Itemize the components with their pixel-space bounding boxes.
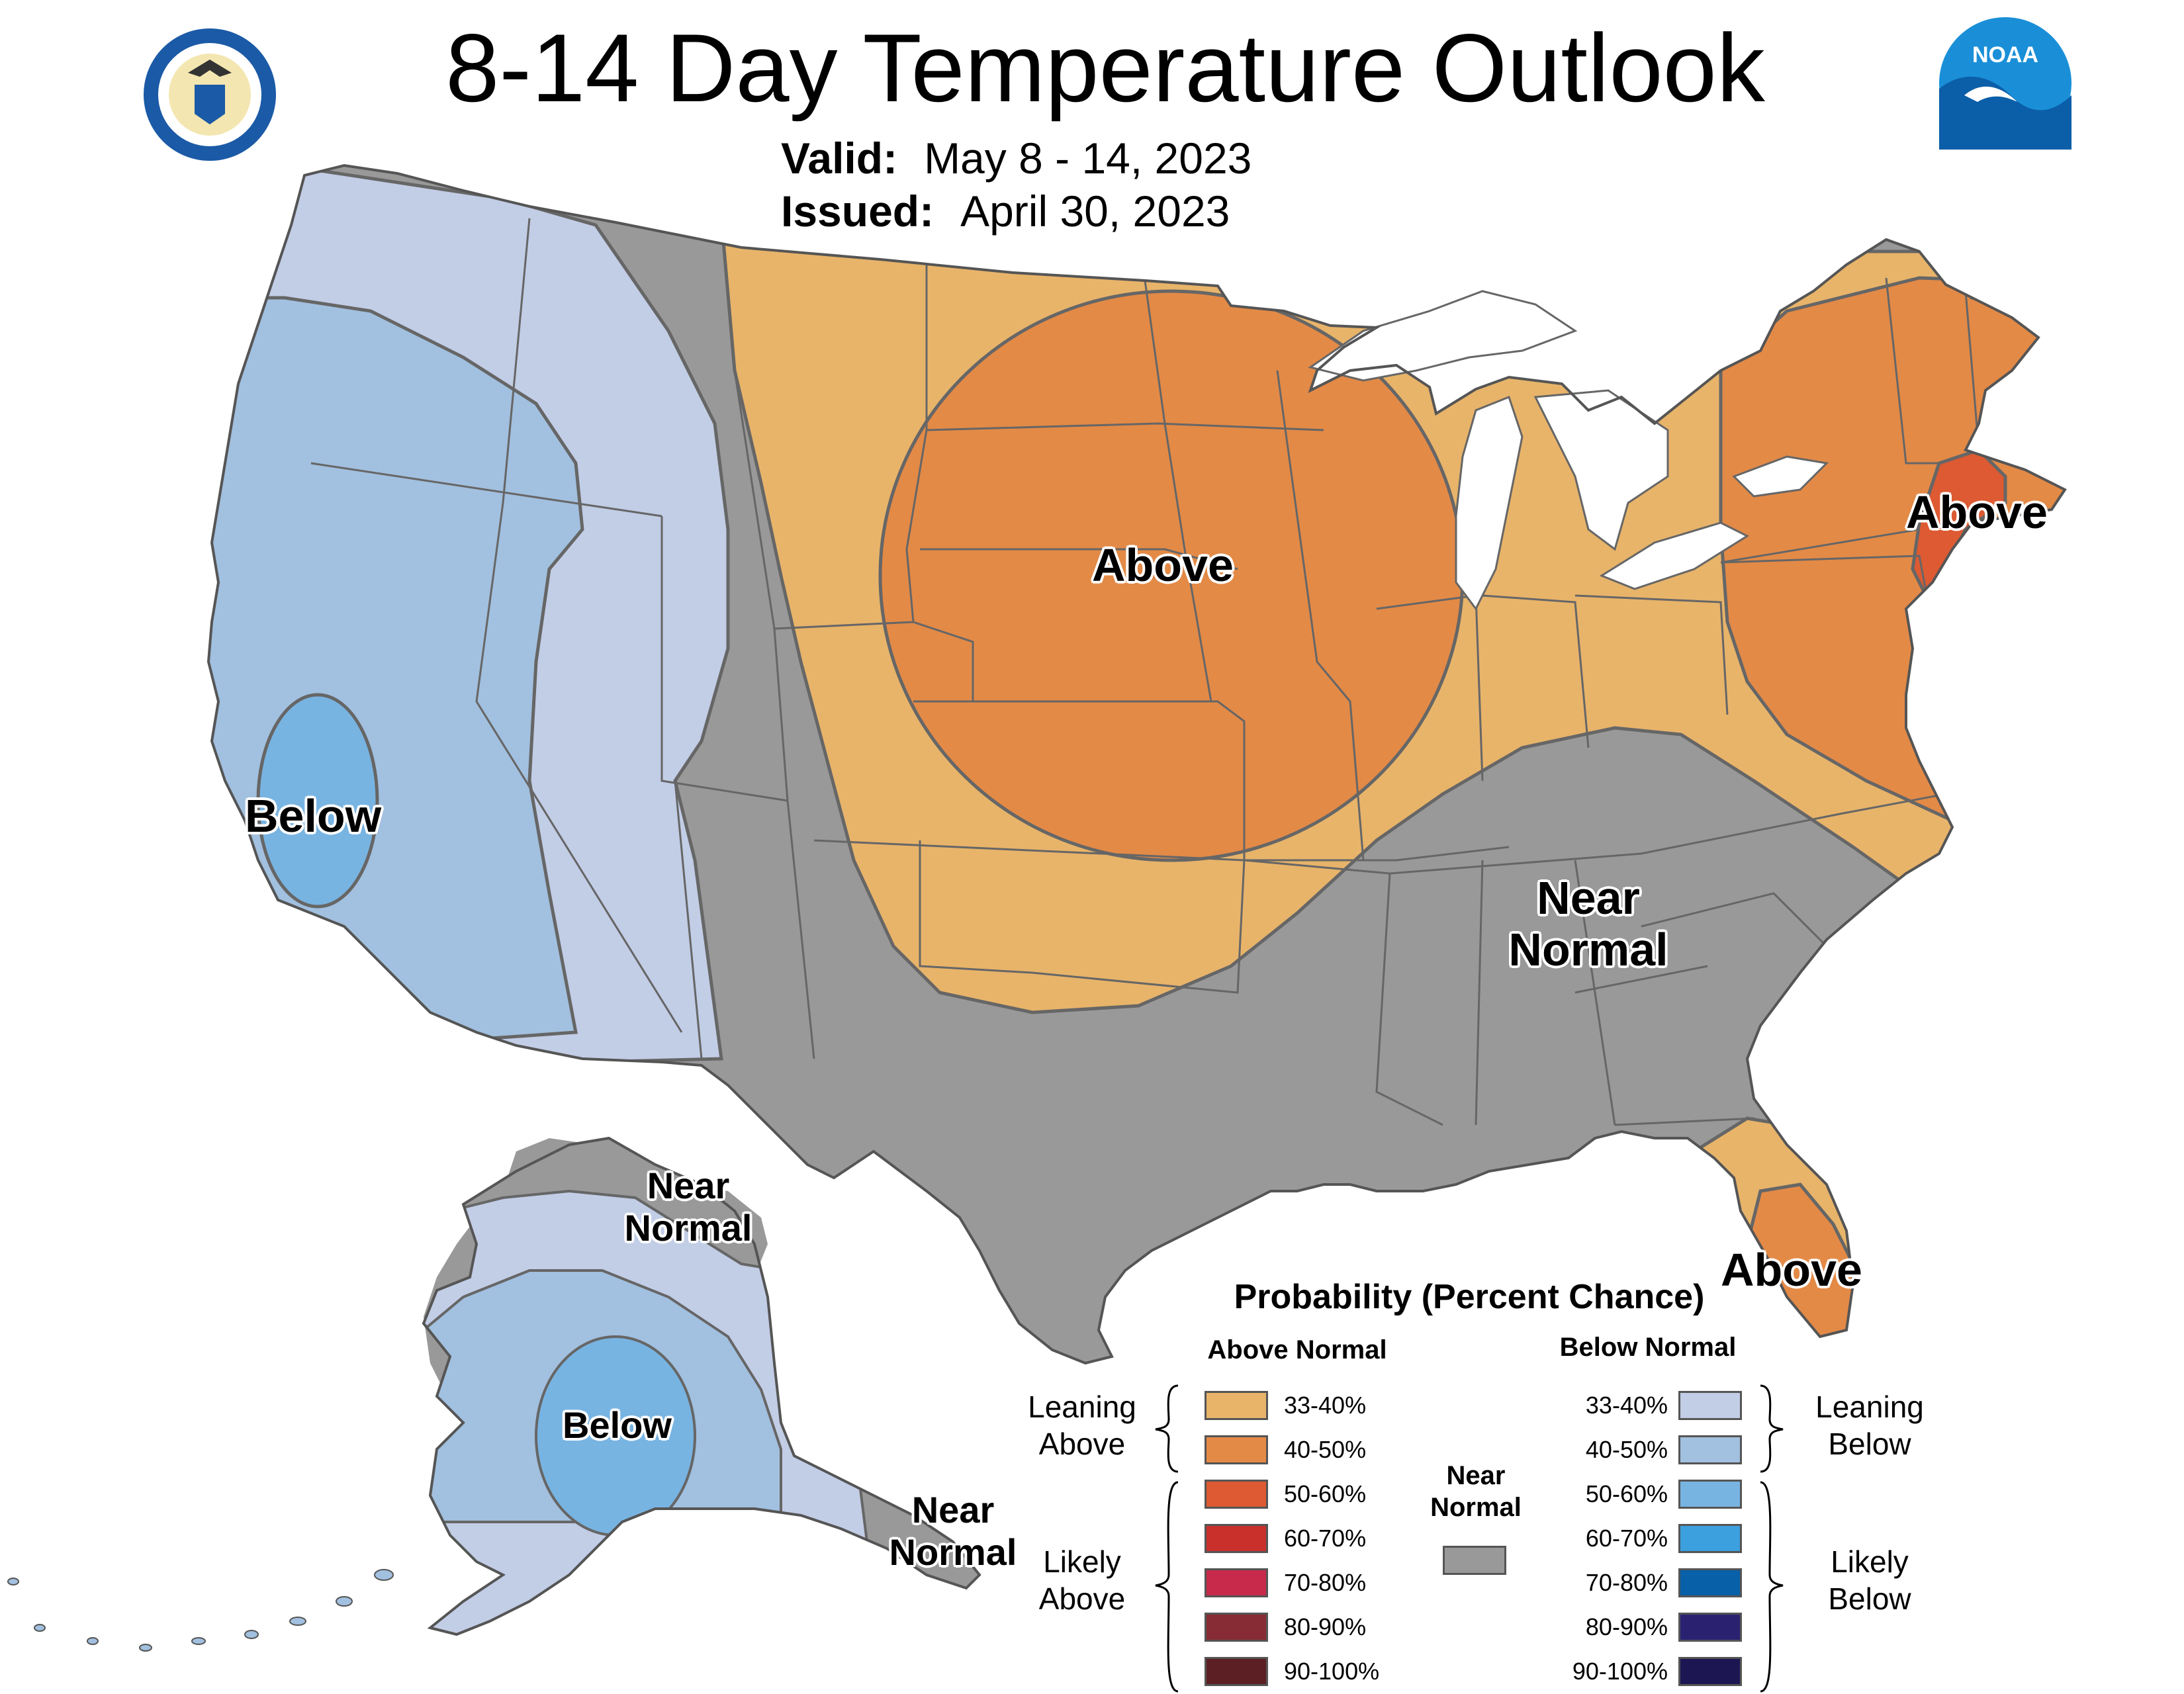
legend-above-label-0: 33-40% (1284, 1392, 1367, 1419)
legend-below-header: Below Normal (1559, 1333, 1737, 1362)
legend-likely-below-line1: Likely (1831, 1544, 1909, 1579)
region-maine-above-33-40 (1970, 216, 2065, 313)
issued-line: Issued: April 30, 2023 (781, 185, 1230, 237)
label-southeast-near-normal: Near Normal (1502, 872, 1674, 975)
aleutian-islands (7, 1569, 394, 1652)
legend-likely-below-line2: Below (1828, 1582, 1911, 1616)
legend-below-swatch-3 (1678, 1524, 1742, 1553)
legend-above-swatch-2 (1205, 1480, 1268, 1509)
valid-label: Valid: (781, 134, 898, 183)
legend-likely-above: Likely Above (999, 1543, 1165, 1617)
legend-leaning-below: Leaning Below (1787, 1388, 1952, 1462)
issued-value: April 30, 2023 (960, 187, 1230, 236)
label-ak-north-near: Near (647, 1165, 730, 1206)
legend-below-label-1: 40-50% (1585, 1436, 1668, 1463)
label-southeast-normal: Normal (1508, 924, 1668, 975)
legend-below-label-0: 33-40% (1585, 1392, 1668, 1419)
legend-above-label-3: 60-70% (1284, 1525, 1367, 1552)
label-northeast-above: Above (1906, 486, 2048, 538)
legend-likely-below: Likely Below (1787, 1543, 1952, 1617)
legend-above-label-1: 40-50% (1284, 1436, 1367, 1463)
legend-leaning-above-line1: Leaning (1028, 1390, 1136, 1424)
legend-leaning-below-line2: Below (1828, 1427, 1911, 1461)
legend-below-swatch-2 (1678, 1480, 1742, 1509)
legend-below-label-3: 60-70% (1585, 1525, 1668, 1552)
legend-below-swatch-5 (1678, 1613, 1742, 1642)
legend-leaning-below-line1: Leaning (1815, 1390, 1924, 1424)
legend-leaning-above-line2: Above (1038, 1427, 1126, 1461)
state-borders (310, 218, 1980, 1126)
issued-label: Issued: (781, 187, 934, 236)
legend-near-line2: Normal (1430, 1493, 1522, 1522)
legend-above-label-4: 70-80% (1284, 1569, 1367, 1596)
legend-above-header: Above Normal (1207, 1335, 1387, 1364)
legend-above-swatch-0 (1205, 1391, 1268, 1420)
legend-title: Probability (Percent Chance) (1234, 1278, 1705, 1316)
label-florida-above: Above (1721, 1244, 1862, 1296)
legend-braces-above (1155, 1384, 1179, 1693)
region-west-below-40-50 (208, 296, 584, 1061)
lake-michigan (1455, 396, 1524, 611)
department-of-commerce-seal-logo (144, 28, 276, 161)
page-title: 8-14 Day Temperature Outlook (445, 14, 1765, 122)
legend-below-label-2: 50-60% (1585, 1480, 1668, 1507)
valid-value: May 8 - 14, 2023 (924, 134, 1252, 183)
lake-erie (1599, 521, 1750, 590)
legend-above-swatch-4 (1205, 1568, 1268, 1597)
lake-superior (1308, 290, 1578, 382)
noaa-logo-text: NOAA (1972, 42, 2038, 67)
legend-below-swatch-4 (1678, 1568, 1742, 1597)
label-ak-below: Below (563, 1404, 672, 1446)
legend-near-normal-label: Near Normal (1410, 1460, 1542, 1523)
label-central-above: Above (1092, 539, 1234, 591)
legend-above-label-6: 90-100% (1284, 1658, 1380, 1685)
legend-likely-above-line1: Likely (1043, 1544, 1121, 1579)
legend-near-normal-swatch (1443, 1546, 1506, 1575)
legend-above-swatch-3 (1205, 1524, 1268, 1553)
legend-above-label-5: 80-90% (1284, 1613, 1367, 1640)
lake-ontario (1732, 455, 1829, 498)
label-ak-south-near: Near (911, 1489, 995, 1531)
legend-below-label-4: 70-80% (1585, 1569, 1668, 1596)
legend-near-line1: Near (1446, 1461, 1506, 1490)
label-ak-north-normal: Normal (624, 1207, 752, 1249)
legend-above-swatch-5 (1205, 1613, 1268, 1642)
legend-below-swatch-0 (1678, 1391, 1742, 1420)
label-west-below: Below (245, 790, 382, 842)
valid-line: Valid: May 8 - 14, 2023 (781, 132, 1251, 184)
great-lakes (1308, 290, 1829, 611)
legend-below-label-6: 90-100% (1572, 1658, 1668, 1685)
legend-below-label-5: 80-90% (1585, 1613, 1668, 1640)
region-west-below-50-60 (256, 693, 379, 909)
legend-likely-above-line2: Above (1038, 1582, 1126, 1616)
label-ak-south-near-normal: Near Normal (880, 1489, 1026, 1574)
legend-below-swatch-1 (1678, 1435, 1742, 1464)
legend-above-swatch-6 (1205, 1657, 1268, 1686)
label-southeast-near: Near (1537, 872, 1640, 924)
legend-leaning-above: Leaning Above (999, 1388, 1165, 1462)
legend-above-swatch-1 (1205, 1435, 1268, 1464)
label-ak-south-normal: Normal (889, 1531, 1017, 1573)
legend-braces-below (1760, 1384, 1784, 1693)
noaa-logo: NOAA (1939, 17, 2071, 150)
label-ak-north-near-normal: Near Normal (615, 1165, 761, 1249)
legend-above-label-2: 50-60% (1284, 1480, 1367, 1507)
legend-below-swatch-6 (1678, 1657, 1742, 1686)
